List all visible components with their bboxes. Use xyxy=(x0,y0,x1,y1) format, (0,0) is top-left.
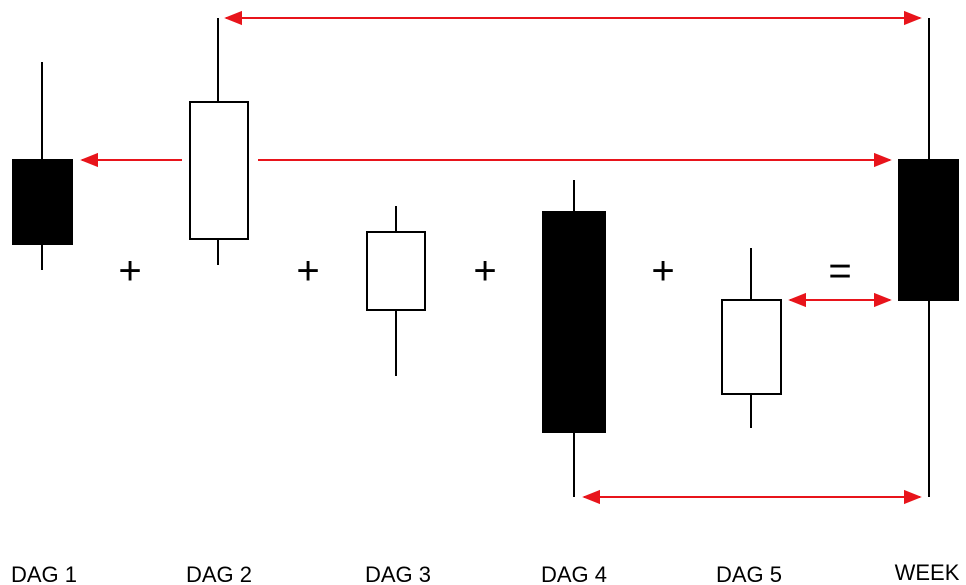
candle-dag-3-body xyxy=(367,232,425,310)
label-week: WEEK xyxy=(895,560,960,585)
candle-dag-2-body xyxy=(190,102,248,239)
label-dag-5: DAG 5 xyxy=(716,562,782,585)
operator-plus-2: + xyxy=(296,249,319,293)
candle-dag-5-body xyxy=(722,300,781,394)
operator-plus-3: + xyxy=(473,249,496,293)
candle-dag-1-body xyxy=(13,160,72,244)
label-dag-4: DAG 4 xyxy=(541,562,607,585)
candle-dag-3 xyxy=(367,206,425,376)
candle-dag-4 xyxy=(543,180,605,497)
candle-dag-5 xyxy=(722,248,781,428)
candle-week-body xyxy=(899,160,958,300)
operator-plus-1: + xyxy=(118,249,141,293)
label-dag-3: DAG 3 xyxy=(365,562,431,585)
candle-dag-1 xyxy=(13,62,72,270)
candle-week xyxy=(899,18,958,497)
candle-dag-2 xyxy=(190,18,248,265)
candle-dag-4-body xyxy=(543,212,605,432)
operator-equals: = xyxy=(828,249,851,293)
label-dag-1: DAG 1 xyxy=(11,562,77,585)
label-dag-2: DAG 2 xyxy=(186,562,252,585)
operator-plus-4: + xyxy=(651,249,674,293)
